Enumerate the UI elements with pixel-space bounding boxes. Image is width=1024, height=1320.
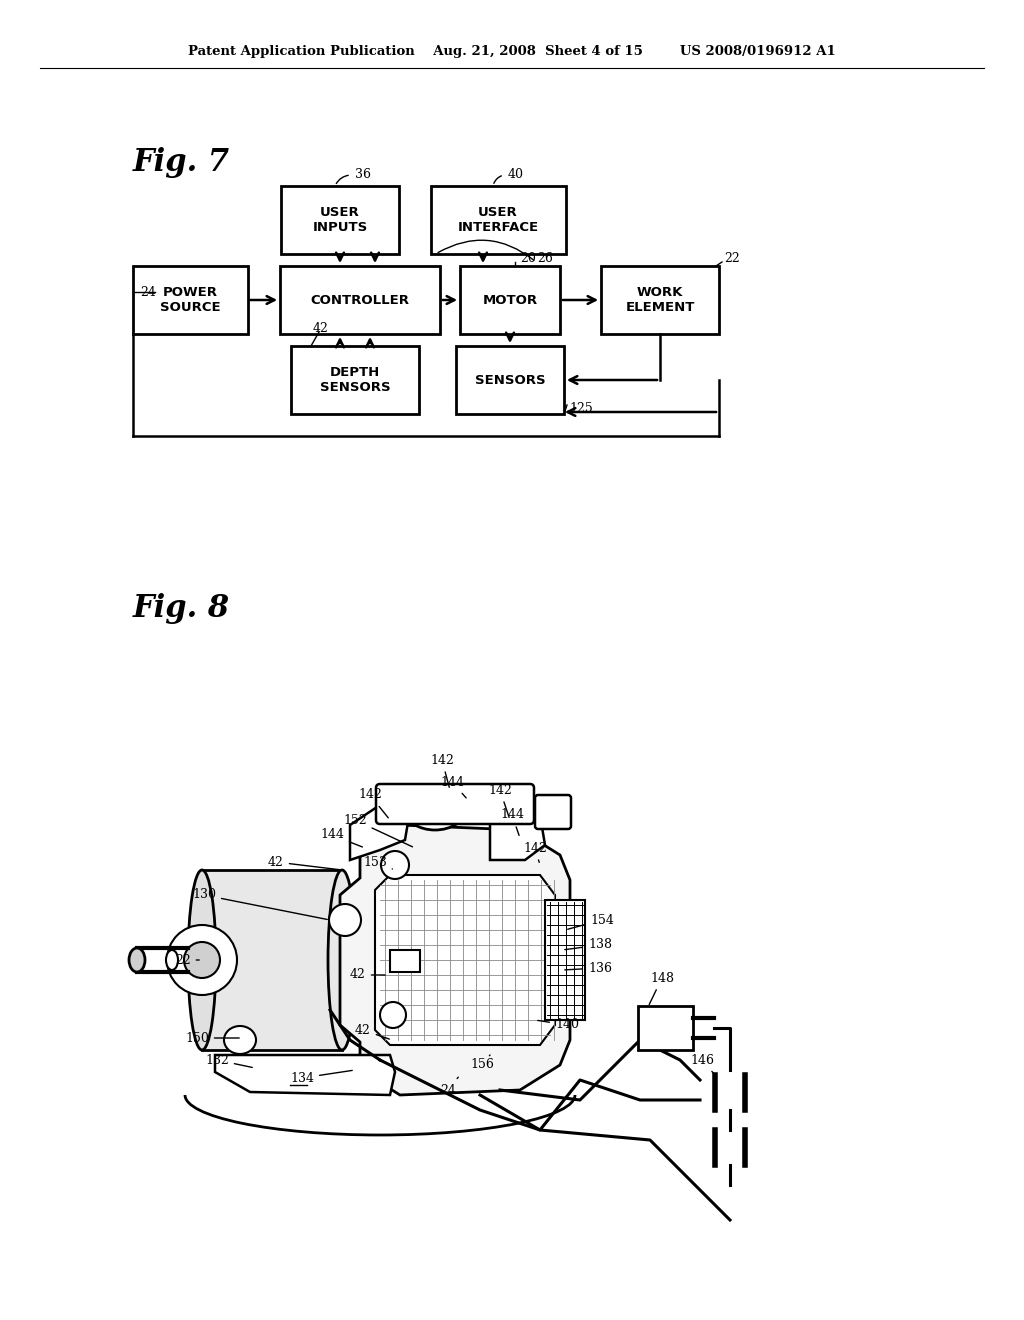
Text: 42: 42 (313, 322, 329, 334)
Text: Fig. 7: Fig. 7 (133, 147, 230, 177)
Text: 144: 144 (319, 829, 362, 847)
Text: 138: 138 (565, 939, 612, 952)
Text: 136: 136 (565, 961, 612, 974)
Text: CONTROLLER: CONTROLLER (310, 293, 410, 306)
Text: 132: 132 (205, 1053, 252, 1068)
Text: POWER
SOURCE: POWER SOURCE (160, 286, 220, 314)
Bar (280, 267, 440, 334)
Text: MOTOR: MOTOR (482, 293, 538, 306)
Text: Fig. 8: Fig. 8 (133, 593, 230, 623)
Text: USER
INPUTS: USER INPUTS (312, 206, 368, 234)
Text: 142: 142 (488, 784, 512, 817)
Text: 144: 144 (500, 808, 524, 836)
Text: 146: 146 (690, 1053, 714, 1073)
Text: WORK
ELEMENT: WORK ELEMENT (626, 286, 694, 314)
Circle shape (329, 904, 361, 936)
Text: 125: 125 (569, 401, 593, 414)
Bar (132, 267, 248, 334)
Circle shape (380, 1002, 406, 1028)
Text: 26: 26 (537, 252, 553, 264)
Text: 148: 148 (649, 972, 674, 1005)
Text: 150: 150 (185, 1031, 240, 1044)
Bar (601, 267, 719, 334)
Bar (456, 346, 564, 414)
Text: 22: 22 (175, 953, 200, 966)
Bar (291, 346, 419, 414)
Bar (390, 950, 420, 972)
Polygon shape (375, 875, 555, 1045)
Bar (460, 267, 560, 334)
Text: 144: 144 (440, 776, 466, 797)
Text: 142: 142 (358, 788, 388, 818)
Text: 42: 42 (350, 969, 385, 982)
Polygon shape (340, 825, 570, 1096)
Ellipse shape (129, 948, 145, 972)
Ellipse shape (224, 1026, 256, 1053)
Bar (202, 870, 342, 1049)
Text: 156: 156 (470, 1055, 494, 1072)
Polygon shape (215, 1055, 395, 1096)
Text: 140: 140 (538, 1019, 579, 1031)
Text: 152: 152 (343, 813, 413, 847)
Text: 142: 142 (523, 842, 547, 862)
Text: Patent Application Publication    Aug. 21, 2008  Sheet 4 of 15        US 2008/01: Patent Application Publication Aug. 21, … (188, 45, 836, 58)
Text: 24: 24 (140, 285, 156, 298)
FancyBboxPatch shape (535, 795, 571, 829)
Text: 36: 36 (355, 169, 371, 181)
Polygon shape (490, 805, 545, 861)
Ellipse shape (188, 870, 216, 1049)
Bar (281, 186, 399, 253)
Text: 130: 130 (193, 888, 328, 920)
Ellipse shape (328, 870, 356, 1049)
Text: USER
INTERFACE: USER INTERFACE (458, 206, 539, 234)
Circle shape (381, 851, 409, 879)
Ellipse shape (166, 950, 178, 970)
Bar (430, 186, 565, 253)
Text: 42: 42 (355, 1023, 389, 1039)
Text: 42: 42 (268, 855, 339, 870)
Text: 20: 20 (520, 252, 536, 264)
Bar (638, 1006, 693, 1049)
Text: 40: 40 (508, 169, 524, 181)
FancyBboxPatch shape (376, 784, 534, 824)
Text: 22: 22 (724, 252, 739, 264)
Text: 134: 134 (290, 1071, 352, 1085)
Text: 154: 154 (567, 913, 613, 929)
Ellipse shape (406, 789, 465, 830)
Bar (545, 900, 585, 1020)
Text: DEPTH
SENSORS: DEPTH SENSORS (319, 366, 390, 393)
Polygon shape (350, 805, 410, 861)
Text: 153: 153 (362, 855, 392, 869)
Text: SENSORS: SENSORS (475, 374, 546, 387)
Text: 24: 24 (440, 1077, 459, 1097)
Text: 142: 142 (430, 754, 454, 787)
Circle shape (184, 942, 220, 978)
Circle shape (167, 925, 237, 995)
